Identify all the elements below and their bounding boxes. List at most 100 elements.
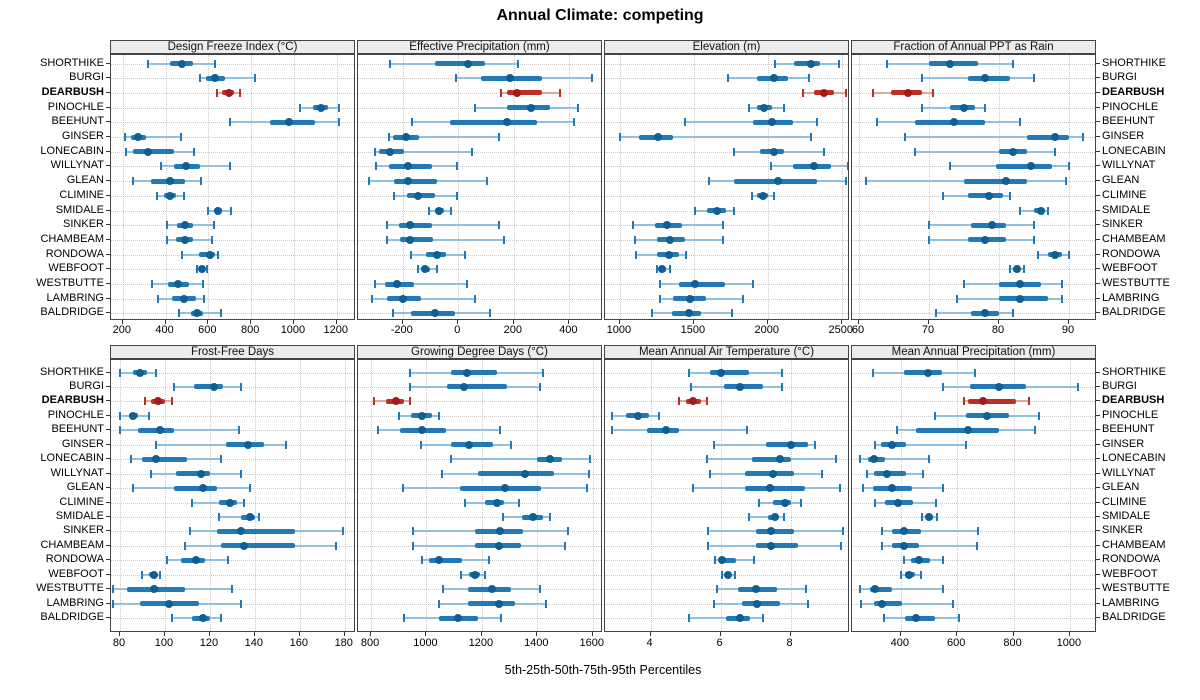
x-tick: [292, 320, 294, 324]
x-tick: [370, 632, 372, 636]
cap-95th: [1012, 59, 1014, 68]
range-25-75: [710, 370, 749, 375]
cap-95th: [927, 455, 930, 464]
cap-5th: [299, 103, 302, 112]
range-5-95: [904, 136, 1083, 138]
cap-5th: [874, 440, 877, 449]
cap-95th: [935, 498, 938, 507]
cap-5th: [501, 513, 504, 521]
gridline-horizontal: [852, 488, 1095, 490]
site-label: BEEHUNT: [1102, 115, 1155, 128]
cap-5th: [132, 177, 135, 186]
y-tick: [1096, 371, 1100, 373]
gridline-horizontal: [852, 603, 1095, 605]
cap-5th: [147, 59, 150, 68]
site-label: BEEHUNT: [51, 423, 104, 436]
y-tick: [1096, 283, 1100, 284]
cap-5th: [387, 133, 390, 141]
y-tick: [106, 385, 110, 387]
cap-5th: [707, 527, 710, 536]
cap-5th: [914, 147, 916, 156]
median-dot: [465, 440, 474, 449]
x-tick: [591, 632, 593, 636]
panel-plot: [110, 359, 355, 632]
gridline-horizontal: [111, 298, 354, 300]
cap-95th: [199, 177, 202, 186]
cap-95th: [182, 191, 185, 200]
cap-95th: [951, 599, 954, 608]
cap-95th: [249, 484, 252, 493]
gridline-horizontal: [852, 618, 1095, 620]
median-dot: [226, 498, 235, 507]
x-tick-label: 140: [244, 637, 264, 649]
gridline-horizontal: [852, 473, 1095, 475]
cap-95th: [240, 469, 243, 478]
cap-95th: [539, 585, 542, 594]
range-25-75: [133, 149, 175, 155]
x-tick: [858, 320, 859, 324]
cap-95th: [780, 382, 783, 391]
cap-5th: [882, 614, 885, 623]
median-dot: [888, 484, 897, 493]
median-dot: [197, 265, 206, 274]
range-25-75: [968, 398, 1017, 404]
cap-95th: [159, 570, 162, 579]
y-tick: [106, 414, 110, 416]
cap-5th: [450, 455, 453, 464]
site-label: SINKER: [63, 524, 104, 537]
median-dot: [716, 368, 725, 377]
cap-95th: [1008, 191, 1011, 200]
cap-95th: [203, 294, 206, 303]
y-tick: [106, 91, 110, 93]
cap-95th: [258, 513, 261, 521]
gridline-horizontal: [605, 63, 848, 65]
cap-95th: [220, 614, 223, 623]
site-label: DEARBUSH: [1102, 85, 1165, 98]
x-tick-label: 400: [559, 324, 578, 336]
y-tick: [106, 180, 110, 182]
median-dot: [899, 527, 908, 536]
panel-strip-title: Mean Annual Air Temperature (°C): [604, 345, 849, 359]
cap-95th: [334, 541, 337, 550]
cap-95th: [752, 280, 754, 288]
y-tick: [1096, 77, 1100, 79]
cap-95th: [202, 280, 204, 288]
range-5-95: [387, 238, 505, 241]
site-label: WESTBUTTE: [1102, 277, 1170, 289]
gridline-vertical: [929, 55, 930, 319]
cap-5th: [166, 556, 169, 565]
x-tick-label: 90: [1061, 324, 1075, 336]
y-tick: [106, 544, 110, 546]
cap-5th: [118, 426, 121, 435]
median-dot: [405, 221, 414, 230]
gridline-horizontal: [111, 574, 354, 576]
range-5-95: [915, 150, 1055, 153]
gridline-horizontal: [111, 560, 354, 562]
x-tick-label: 80: [991, 324, 1005, 336]
cap-5th: [902, 556, 905, 565]
cap-5th: [368, 177, 371, 186]
cap-95th: [500, 614, 503, 623]
cap-95th: [731, 309, 734, 318]
cap-95th: [845, 88, 848, 97]
cap-5th: [750, 191, 753, 200]
range-5-95: [875, 443, 966, 446]
x-tick: [568, 320, 570, 324]
cap-95th: [210, 235, 213, 244]
cap-5th: [160, 162, 163, 171]
cap-5th: [123, 133, 126, 141]
gridline-vertical: [841, 55, 843, 319]
gridline-vertical: [650, 360, 652, 631]
median-dot: [666, 235, 675, 244]
median-dot: [769, 74, 778, 83]
y-tick: [106, 443, 110, 445]
median-dot: [206, 250, 215, 259]
range-25-75: [449, 119, 538, 125]
site-label: DEARBUSH: [41, 394, 104, 407]
gridline-horizontal: [852, 254, 1095, 256]
median-dot: [464, 59, 472, 68]
y-tick: [1096, 194, 1100, 196]
cap-95th: [1064, 177, 1067, 186]
cap-95th: [835, 455, 837, 464]
cap-95th: [808, 74, 811, 83]
